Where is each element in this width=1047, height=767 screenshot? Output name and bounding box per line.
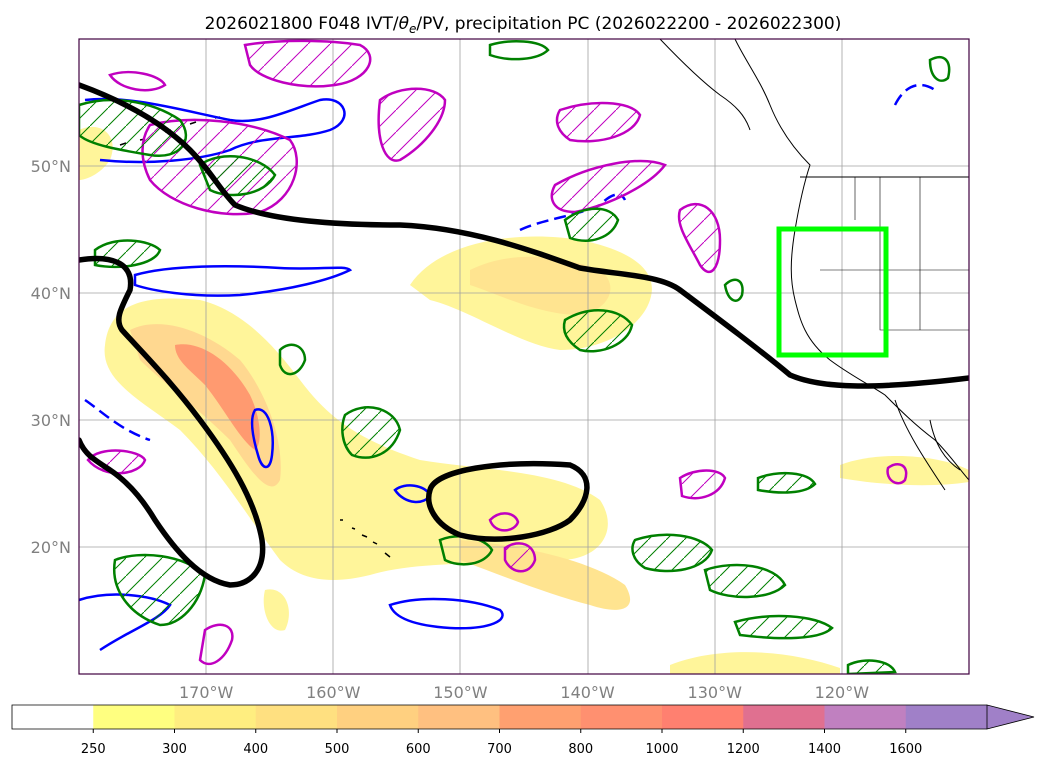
ivt-region-southeast: [670, 652, 840, 674]
colorbar-segment: [12, 705, 94, 729]
theta-contour-k: [112, 553, 207, 627]
title-theta: θ: [399, 14, 410, 34]
lon-tick-label: 120°W: [815, 683, 870, 702]
theta-contour-j: [703, 563, 787, 599]
theta-contour-h: [733, 614, 834, 640]
precip-contour-north: [243, 39, 372, 88]
colorbar-tick-label: 400: [243, 742, 268, 757]
colorbar-segment: [905, 705, 988, 729]
colorbar-tick-label: 1200: [727, 742, 760, 757]
ivt-region-max: [175, 344, 260, 450]
colorbar-segment: [580, 705, 663, 729]
colorbar-segment: [255, 705, 338, 729]
ivt-axis-north: [79, 82, 969, 389]
precip-contour-east: [677, 203, 722, 273]
colorbar-tick-label: 600: [406, 742, 431, 757]
colorbar: 250 300 400 500 600 700 800 1000 1200 1400 1600: [11, 704, 1035, 757]
map-panel: [78, 38, 970, 675]
colorbar-tick-label: 700: [487, 742, 512, 757]
colorbar-tick-label: 1000: [645, 742, 678, 757]
colorbar-segment: [662, 705, 744, 729]
ivt-region-small-south: [263, 589, 289, 631]
lon-tick-label: 170°W: [179, 683, 234, 702]
precip-contour-e2: [886, 463, 908, 485]
ivt-region-south: [460, 540, 631, 610]
precip-contour-c1: [488, 512, 520, 532]
precip-contour-mid: [550, 159, 667, 214]
theta-contour-f: [723, 278, 744, 302]
colorbar-segment: [743, 705, 825, 729]
ivt-axis-loop: [426, 460, 590, 542]
lon-tick-labels: 170°W 160°W 150°W 140°W 130°W 120°W: [179, 683, 869, 702]
title-theta-sub: e: [409, 22, 416, 36]
pv-contour-dashed-west: [84, 398, 151, 442]
precip-contour-nw2: [108, 70, 167, 92]
colorbar-tick-label: 1600: [889, 742, 922, 757]
colorbar-segment: [337, 705, 419, 729]
colorbar-segment: [93, 705, 175, 729]
lat-tick-label: 40°N: [31, 284, 71, 303]
colorbar-segment: [824, 705, 907, 729]
map-frame: [78, 38, 970, 675]
theta-contour-p: [488, 40, 550, 61]
precip-contour-s1: [198, 623, 234, 666]
precip-contour-sub: [678, 469, 727, 500]
lat-tick-label: 30°N: [31, 411, 71, 430]
lon-tick-label: 140°W: [560, 683, 615, 702]
baja-coast: [894, 399, 961, 491]
region-highlight-box: [776, 226, 889, 358]
ivt-axis-contours: [79, 82, 969, 588]
theta-contour-b: [278, 343, 307, 376]
theta-contour-g: [756, 472, 817, 494]
lon-tick-label: 150°W: [433, 683, 488, 702]
ivt-region-north-core: [470, 256, 611, 315]
pv-contour-core: [250, 408, 274, 469]
theta-contour-e: [563, 207, 620, 242]
lon-tick-label: 160°W: [306, 683, 361, 702]
title-suffix: /PV, precipitation PC (2026022200 - 2026…: [416, 14, 841, 34]
theta-e-contours: [79, 40, 951, 674]
precip-contour-c2: [503, 542, 537, 573]
pv-contour-south: [388, 597, 504, 630]
theta-contour-i: [631, 533, 714, 573]
lat-tick-labels: 20°N 30°N 40°N 50°N: [31, 157, 71, 557]
north-america-coast: [734, 39, 969, 481]
theta-contour-c: [341, 406, 402, 459]
precip-contour-n2: [377, 87, 447, 162]
pv-contour-ne: [893, 83, 936, 106]
alaska-coast: [659, 39, 751, 131]
ivt-region-core: [130, 324, 281, 487]
ivt-axis-west: [79, 255, 266, 588]
precip-contour-n3: [555, 101, 642, 143]
colorbar-tick-label: 250: [81, 742, 106, 757]
lon-tick-label: 130°W: [688, 683, 743, 702]
colorbar-tick-label: 1400: [808, 742, 841, 757]
colorbar-segment: [418, 705, 500, 729]
colorbar-extend-arrow: [986, 704, 1035, 730]
colorbar-segment: [499, 705, 582, 729]
pv-contour-mid: [133, 265, 353, 297]
lat-tick-label: 50°N: [31, 157, 71, 176]
colorbar-segment: [174, 705, 257, 729]
lat-tick-label: 20°N: [31, 538, 71, 557]
theta-contour-d: [562, 309, 634, 353]
colorbar-tick-label: 500: [325, 742, 350, 757]
chart-title: 2026021800 F048 IVT/θe/PV, precipitation…: [205, 14, 842, 36]
state-borders: [820, 177, 969, 331]
title-prefix: 2026021800 F048 IVT/: [205, 14, 399, 34]
colorbar-tick-label: 300: [162, 742, 187, 757]
colorbar-tick-label: 800: [568, 742, 593, 757]
theta-contour-n: [928, 55, 951, 82]
hawaii-islands: [340, 519, 391, 558]
theta-contour-o: [846, 659, 897, 674]
